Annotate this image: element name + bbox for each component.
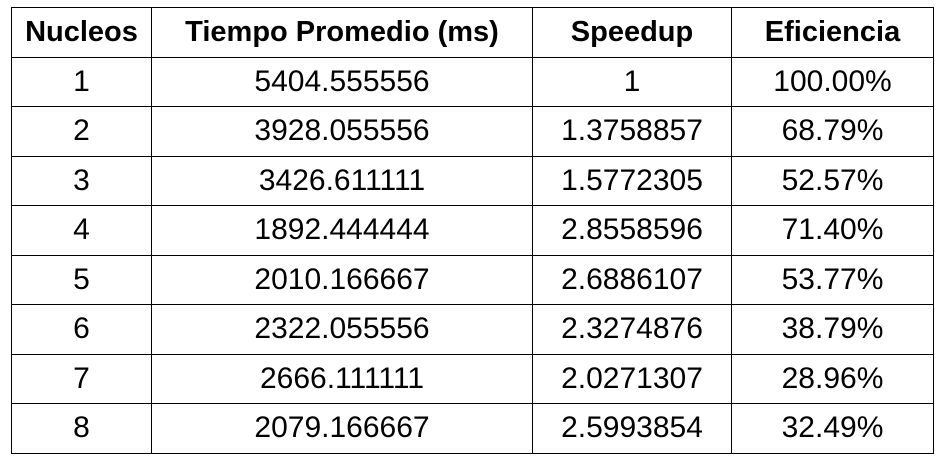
cell-eficiencia: 32.49%	[731, 403, 934, 454]
cell-nucleos: 4	[11, 205, 152, 256]
table-row: 7 2666.111111 2.0271307 28.96%	[11, 353, 934, 404]
cell-nucleos: 1	[11, 56, 152, 107]
header-tiempo-promedio: Tiempo Promedio (ms)	[151, 7, 533, 58]
cell-speedup: 1	[532, 56, 732, 107]
cell-tiempo: 5404.555556	[151, 56, 533, 107]
cell-tiempo: 2322.055556	[151, 304, 533, 355]
table-row: 1 5404.555556 1 100.00%	[11, 56, 934, 107]
header-row: Nucleos Tiempo Promedio (ms) Speedup Efi…	[11, 7, 934, 58]
cell-nucleos: 7	[11, 353, 152, 404]
cell-eficiencia: 71.40%	[731, 205, 934, 256]
table-row: 6 2322.055556 2.3274876 38.79%	[11, 304, 934, 355]
cell-nucleos: 6	[11, 304, 152, 355]
header-nucleos: Nucleos	[11, 7, 152, 58]
results-table-container: Nucleos Tiempo Promedio (ms) Speedup Efi…	[11, 7, 934, 454]
cell-tiempo: 3426.611111	[151, 155, 533, 206]
cell-nucleos: 5	[11, 254, 152, 305]
cell-tiempo: 2666.111111	[151, 353, 533, 404]
cell-eficiencia: 100.00%	[731, 56, 934, 107]
cell-speedup: 2.3274876	[532, 304, 732, 355]
header-speedup: Speedup	[532, 7, 732, 58]
cell-speedup: 1.3758857	[532, 106, 732, 157]
cell-eficiencia: 68.79%	[731, 106, 934, 157]
cell-nucleos: 3	[11, 155, 152, 206]
cell-speedup: 2.8558596	[532, 205, 732, 256]
cell-tiempo: 2010.166667	[151, 254, 533, 305]
cell-speedup: 2.6886107	[532, 254, 732, 305]
table-header: Nucleos Tiempo Promedio (ms) Speedup Efi…	[11, 7, 934, 58]
header-eficiencia: Eficiencia	[731, 7, 934, 58]
cell-tiempo: 2079.166667	[151, 403, 533, 454]
cell-eficiencia: 28.96%	[731, 353, 934, 404]
table-row: 4 1892.444444 2.8558596 71.40%	[11, 205, 934, 256]
cell-nucleos: 8	[11, 403, 152, 454]
table-row: 5 2010.166667 2.6886107 53.77%	[11, 254, 934, 305]
cell-speedup: 2.5993854	[532, 403, 732, 454]
table-row: 3 3426.611111 1.5772305 52.57%	[11, 155, 934, 206]
cell-speedup: 2.0271307	[532, 353, 732, 404]
cell-eficiencia: 52.57%	[731, 155, 934, 206]
results-table: Nucleos Tiempo Promedio (ms) Speedup Efi…	[11, 7, 934, 454]
table-row: 2 3928.055556 1.3758857 68.79%	[11, 106, 934, 157]
table-body: 1 5404.555556 1 100.00% 2 3928.055556 1.…	[11, 56, 934, 454]
cell-tiempo: 3928.055556	[151, 106, 533, 157]
table-row: 8 2079.166667 2.5993854 32.49%	[11, 403, 934, 454]
cell-nucleos: 2	[11, 106, 152, 157]
cell-tiempo: 1892.444444	[151, 205, 533, 256]
cell-eficiencia: 53.77%	[731, 254, 934, 305]
cell-eficiencia: 38.79%	[731, 304, 934, 355]
cell-speedup: 1.5772305	[532, 155, 732, 206]
